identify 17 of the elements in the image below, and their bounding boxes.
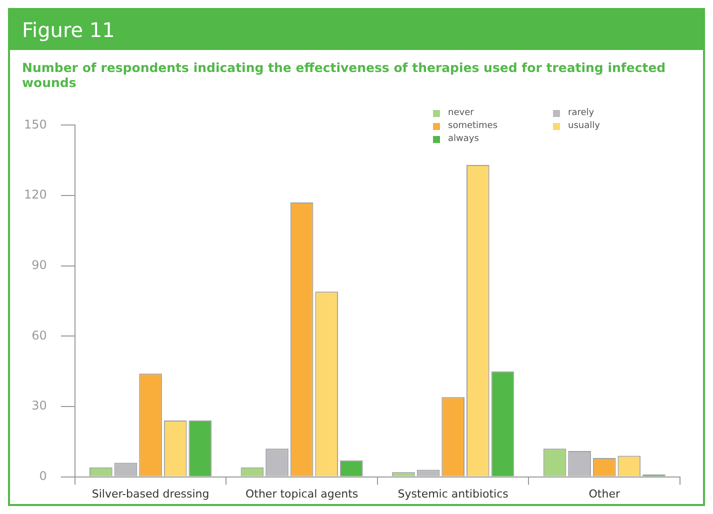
y-tick-label: 120: [24, 188, 47, 202]
legend-label: never: [448, 108, 474, 118]
x-tick-label: Other: [588, 487, 620, 500]
y-tick-label: 0: [39, 468, 47, 483]
y-tick-label: 60: [32, 328, 47, 342]
x-tick-label: Silver-based dressing: [92, 487, 210, 500]
legend-label: usually: [568, 121, 600, 131]
chart-title: Figure 11: [10, 10, 703, 50]
x-tick-label: Other topical agents: [245, 487, 358, 500]
legend-label: rarely: [568, 108, 594, 118]
y-tick-label: 150: [24, 117, 47, 132]
y-tick-label: 90: [32, 258, 47, 272]
legend-label: always: [448, 134, 479, 144]
y-tick-label: 30: [32, 398, 47, 413]
legend-label: sometimes: [448, 121, 498, 131]
x-tick-label: Systemic antibiotics: [398, 487, 509, 500]
chart-subtitle: Number of respondents indicating the effectiveness of therapies used for treating infected wounds: [21, 59, 667, 90]
